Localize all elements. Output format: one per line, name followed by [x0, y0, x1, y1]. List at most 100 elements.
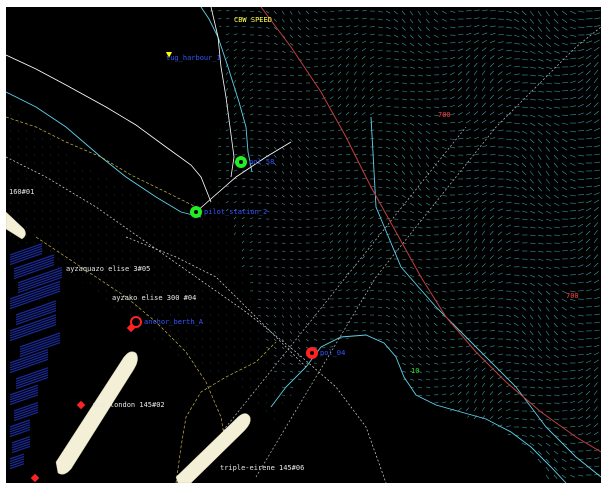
current-vector: [345, 297, 350, 300]
current-vector: [441, 106, 448, 108]
current-vector: [545, 194, 551, 199]
current-vector: [569, 377, 576, 380]
current-vector: [553, 162, 559, 168]
current-vector: [225, 17, 230, 20]
red-square-icon[interactable]: [76, 400, 86, 410]
current-vector: [537, 74, 544, 77]
current-vector: [593, 39, 600, 44]
vessel-label: ayzaquazo elise 3#05: [66, 265, 150, 273]
berth-hatch: [19, 332, 61, 348]
current-vector: [345, 71, 349, 76]
current-vector: [473, 230, 478, 236]
current-vector: [441, 130, 447, 133]
current-vector: [305, 194, 310, 198]
current-vector: [473, 313, 479, 316]
current-vector: [297, 274, 302, 277]
current-vector: [273, 122, 278, 125]
current-vector: [481, 222, 486, 228]
current-vector: [545, 74, 552, 77]
red-square-icon[interactable]: [126, 323, 136, 333]
current-vector: [249, 257, 253, 260]
current-vector: [513, 354, 519, 357]
current-vector: [481, 367, 486, 372]
current-vector: [377, 88, 383, 92]
current-vector: [217, 137, 221, 140]
current-vector: [529, 314, 534, 320]
current-vector: [225, 40, 230, 44]
current-vector: [537, 114, 544, 118]
current-vector: [289, 322, 293, 326]
current-vector: [289, 282, 293, 286]
current-vector: [225, 10, 230, 12]
limit-1: [6, 156, 387, 483]
current-vector: [329, 216, 334, 220]
current-vector: [561, 90, 569, 92]
current-vector: [561, 250, 568, 252]
current-vector: [281, 282, 285, 286]
current-vector: [553, 330, 558, 336]
chart-display[interactable]: CBW SPEED 700 700 160#01 10 ayzaquazo el…: [6, 7, 601, 483]
current-vector: [417, 114, 423, 118]
current-vector: [561, 146, 568, 151]
current-vector: [473, 17, 480, 20]
current-vector: [273, 154, 277, 158]
current-vector: [537, 402, 544, 405]
red-square-icon[interactable]: [30, 473, 40, 483]
current-vector: [545, 474, 550, 480]
target-pol58-marker[interactable]: [235, 156, 247, 168]
current-vector: [577, 49, 585, 52]
current-vector: [361, 200, 366, 204]
current-vector: [401, 298, 406, 303]
current-vector: [513, 194, 520, 197]
markers[interactable]: [30, 52, 318, 483]
current-vector: [585, 215, 591, 220]
current-vector: [257, 266, 262, 268]
current-vector: [337, 223, 341, 228]
current-vector: [385, 18, 391, 22]
current-vector: [561, 194, 568, 198]
current-vector: [265, 202, 270, 205]
target-anchor-marker[interactable]: [130, 316, 142, 328]
current-vector: [297, 338, 301, 342]
berth-hatch: [9, 419, 31, 428]
nautical-chart[interactable]: CBW SPEED 700 700 160#01 10 ayzaquazo el…: [6, 7, 601, 483]
current-vector: [569, 217, 576, 220]
current-vector: [281, 154, 285, 159]
current-vector: [241, 104, 245, 108]
current-vector: [433, 186, 439, 190]
target-pilot-marker[interactable]: [190, 206, 202, 218]
current-vector: [425, 266, 431, 269]
current-vector: [457, 201, 463, 204]
current-vector: [537, 330, 542, 336]
current-vector: [569, 417, 576, 420]
yellow-triangle-icon[interactable]: [166, 52, 172, 58]
current-vector: [417, 250, 423, 253]
berth-hatch: [13, 406, 39, 417]
current-vector: [345, 223, 349, 228]
current-vector: [297, 290, 301, 294]
limit-3: [255, 26, 601, 478]
current-vector: [457, 346, 463, 348]
current-vector: [433, 170, 438, 175]
current-vector: [577, 368, 584, 372]
target-pol04-marker[interactable]: [306, 347, 318, 359]
current-vector: [473, 391, 477, 396]
current-vector: [353, 63, 358, 68]
current-vector: [393, 194, 399, 198]
current-vector: [577, 273, 584, 276]
current-vector: [225, 129, 229, 132]
current-vector: [369, 79, 374, 84]
current-vector: [425, 362, 431, 366]
current-vector: [217, 10, 222, 12]
current-vector: [521, 322, 526, 327]
current-vector: [489, 330, 495, 332]
current-vector: [513, 26, 520, 30]
current-vector: [297, 114, 302, 117]
current-vector: [465, 207, 471, 212]
current-vector: [585, 367, 591, 372]
current-vector: [441, 290, 447, 293]
current-vector: [297, 10, 301, 15]
current-vector: [297, 26, 302, 31]
current-vector: [513, 338, 519, 342]
current-vector: [577, 424, 584, 428]
